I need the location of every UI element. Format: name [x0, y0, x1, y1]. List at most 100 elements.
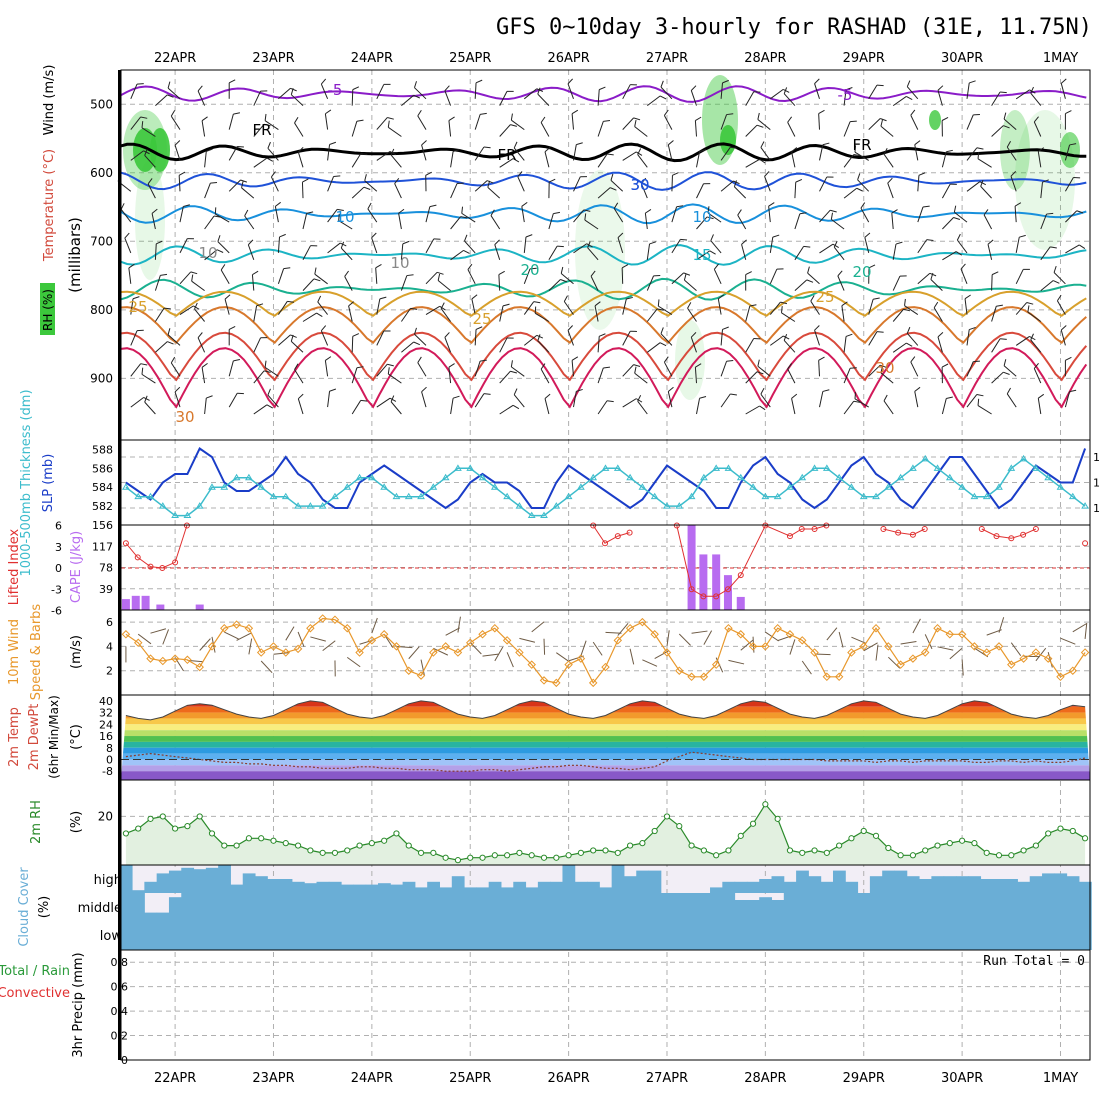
wind-barb: [387, 367, 402, 384]
wind-barb-shaft: [667, 144, 673, 161]
cloud-middle-bar: [193, 893, 207, 921]
wind-barb: [819, 209, 837, 223]
wind-barb-flag: [1073, 176, 1081, 179]
wind-barb-shaft: [794, 182, 797, 199]
wind-barb: [733, 180, 747, 199]
wind-barb-flag: [143, 397, 150, 401]
cloud-middle-bar: [562, 893, 576, 921]
wind-barb: [941, 396, 953, 415]
wind-barb-shaft: [390, 154, 402, 168]
wind-barb-flag: [850, 367, 857, 369]
wind-barb: [843, 120, 857, 137]
wind-barb-flag: [506, 90, 514, 92]
wind-barb: [1064, 389, 1077, 408]
cloud-high-bar: [746, 881, 760, 893]
axis-label: 10m Wind: [7, 619, 22, 685]
wind-barb-flag: [760, 141, 765, 148]
wind-barb: [241, 181, 255, 199]
thickness-marker: [208, 483, 216, 490]
cloud-middle-bar: [218, 893, 231, 921]
wind-barb-flag: [383, 83, 391, 85]
rh2m-marker: [860, 827, 867, 835]
wind-barb: [597, 366, 611, 384]
wind-barb: [745, 371, 764, 384]
wind-barb: [1056, 294, 1066, 315]
wind-barb: [124, 232, 132, 254]
wind-barb: [760, 141, 771, 161]
wind-barb-shaft: [499, 404, 514, 415]
wind-barb-flag: [486, 180, 494, 184]
wind-barb-shaft: [563, 301, 574, 315]
wind-barb-flag: [930, 272, 934, 280]
thickness-marker: [933, 464, 942, 471]
temp-band: [121, 730, 1090, 737]
wind-barb-shaft: [868, 118, 881, 130]
bottom-date-label: 29APR: [843, 1071, 885, 1086]
wind-barb-flag: [201, 362, 208, 368]
wind-barb-flag: [444, 85, 450, 92]
wind-barb-flag: [969, 326, 976, 331]
wind-barb-shaft: [942, 217, 954, 230]
cloud-middle-bar: [722, 893, 736, 921]
cloud-middle-bar: [636, 893, 650, 921]
wind-barb-flag: [160, 273, 168, 276]
wind-barb: [320, 78, 329, 99]
wind-barb-flag: [228, 325, 236, 330]
cloud-high-bar: [968, 876, 982, 893]
wind10m-barb: [150, 628, 167, 634]
wind-barb: [414, 81, 427, 100]
wind-barb-flag: [348, 301, 355, 307]
top-date-label: 22APR: [154, 51, 196, 66]
wind-barb-shaft: [521, 206, 525, 223]
wind-barb-flag: [659, 95, 667, 100]
wind-barb-shaft: [597, 187, 611, 199]
wind-barb-flag: [922, 205, 930, 208]
wind-barb-flag: [787, 116, 793, 123]
wind-barb-flag: [352, 86, 360, 91]
thickness-marker: [884, 483, 893, 490]
cloud-middle-bar: [992, 893, 1006, 921]
wind-barb-shaft: [637, 400, 648, 415]
wind-barb-shaft: [351, 89, 354, 106]
wind-barb: [214, 207, 230, 223]
wind-barb: [1015, 302, 1034, 315]
cloud-low-bar: [587, 921, 600, 950]
wind-barb-shaft: [671, 239, 681, 254]
wind-barb-flag: [749, 304, 757, 307]
wind-barb: [584, 213, 599, 230]
wind-barb-flag: [464, 234, 468, 242]
wind-barb-shaft: [571, 113, 574, 130]
thickness-marker: [859, 492, 868, 500]
wind-barb: [933, 301, 943, 322]
cloud-middle-bar: [390, 893, 404, 921]
wind-barb: [597, 400, 614, 415]
wind-barb-flag: [356, 119, 364, 122]
wind10m-barb: [346, 656, 361, 668]
wind-barb: [1030, 333, 1042, 353]
cloud-middle-bar: [931, 893, 945, 921]
thickness-marker: [134, 492, 143, 500]
wind-barb: [720, 146, 737, 161]
wind-barb: [663, 109, 673, 130]
wind-barb-shaft: [991, 91, 1001, 106]
cloud-high-bar: [722, 881, 736, 893]
rh2m-marker: [762, 801, 769, 808]
wind-barb-shaft: [228, 179, 241, 192]
wind-barb-shaft: [351, 336, 354, 353]
thickness-marker: [872, 492, 880, 500]
wind-barb-shaft: [696, 216, 708, 230]
cloud-low-bar: [414, 921, 428, 950]
wind-barb: [351, 119, 364, 137]
wind-barb-flag: [463, 249, 470, 254]
wind-barb-shaft: [1003, 118, 1017, 130]
wind-barb-shaft: [837, 275, 845, 291]
cloud-high-bar: [525, 887, 539, 893]
wind-barb-shaft: [278, 334, 291, 346]
top-date-label: 23APR: [252, 51, 294, 66]
cloud-middle-bar: [1054, 893, 1068, 921]
cloud-middle-bar: [623, 893, 637, 921]
wind10m-marker: [220, 623, 229, 633]
wind-barb: [544, 393, 551, 415]
wind-barb: [941, 149, 953, 168]
wind-barb-shaft: [348, 305, 353, 322]
